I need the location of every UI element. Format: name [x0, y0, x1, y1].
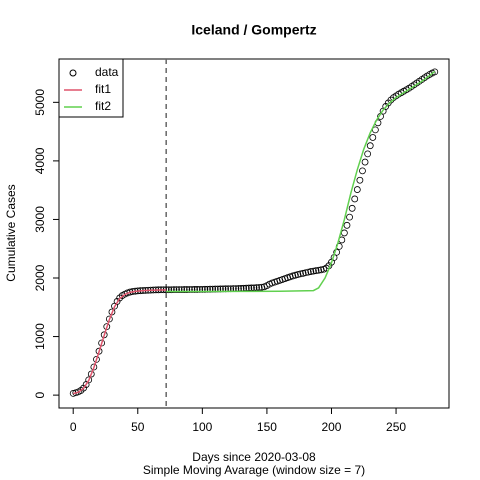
fit-line [73, 289, 167, 395]
data-point [289, 272, 297, 280]
plot-frame [58, 58, 450, 409]
legend-label: fit2 [95, 99, 111, 113]
data-point [204, 285, 211, 293]
y-tick-label: 2000 [33, 264, 47, 291]
data-point [356, 176, 364, 184]
x-tick-label: 150 [257, 420, 277, 434]
legend-label: fit1 [95, 82, 111, 96]
data-point [359, 167, 366, 175]
y-axis-label: Cumulative Cases [4, 184, 18, 281]
y-tick-label: 4000 [33, 147, 47, 174]
y-tick-label: 1000 [33, 323, 47, 350]
x-tick-label: 250 [386, 420, 406, 434]
data-point [307, 268, 315, 275]
data-point [167, 286, 175, 294]
data-point [346, 213, 353, 221]
data-point [93, 355, 100, 363]
data-point [304, 268, 312, 276]
data-point [201, 285, 209, 293]
data-point [351, 195, 359, 203]
data-point [302, 269, 310, 277]
data-point [191, 286, 198, 293]
data-point [312, 267, 320, 275]
data-point [196, 285, 204, 293]
data-point [198, 285, 206, 293]
data-point [255, 284, 263, 291]
data-point [178, 286, 186, 293]
data-point [364, 150, 372, 158]
fit-line [166, 70, 436, 293]
data-point [258, 283, 266, 291]
data-point [180, 286, 188, 293]
y-tick-label: 3000 [33, 206, 47, 233]
data-point [340, 229, 348, 237]
data-point [361, 158, 369, 166]
data-point [353, 186, 361, 193]
data-point [310, 267, 317, 275]
data-point [297, 270, 304, 278]
data-point [183, 286, 191, 293]
data-point [85, 376, 93, 384]
x-tick-label: 200 [321, 420, 341, 434]
x-axis-label: Days since 2020-03-08 [192, 450, 316, 464]
data-point [186, 286, 193, 293]
x-tick-label: 100 [192, 420, 212, 434]
legend-box [58, 58, 124, 118]
data-point [175, 286, 183, 293]
data-point [431, 68, 439, 76]
legend-marker [69, 69, 77, 77]
data-point [366, 142, 374, 150]
data-point [369, 134, 377, 141]
chart-title: Iceland / Gompertz [191, 22, 316, 38]
legend-label: data [95, 65, 119, 79]
data-point [87, 370, 95, 378]
data-point [188, 286, 196, 293]
data-point [173, 286, 180, 294]
x-tick-label: 0 [70, 420, 77, 434]
y-tick-label: 5000 [33, 89, 47, 116]
data-point [170, 286, 178, 294]
data-point [294, 271, 302, 278]
subtitle: Simple Moving Avarage (window size = 7) [143, 463, 365, 477]
x-tick-label: 50 [131, 420, 145, 434]
data-point [90, 363, 98, 371]
data-point [315, 266, 322, 274]
data-point [343, 221, 351, 229]
data-point [299, 269, 307, 277]
y-tick-label: 0 [33, 391, 47, 398]
data-point [291, 271, 299, 279]
data-point [348, 204, 356, 212]
data-point [193, 286, 201, 293]
